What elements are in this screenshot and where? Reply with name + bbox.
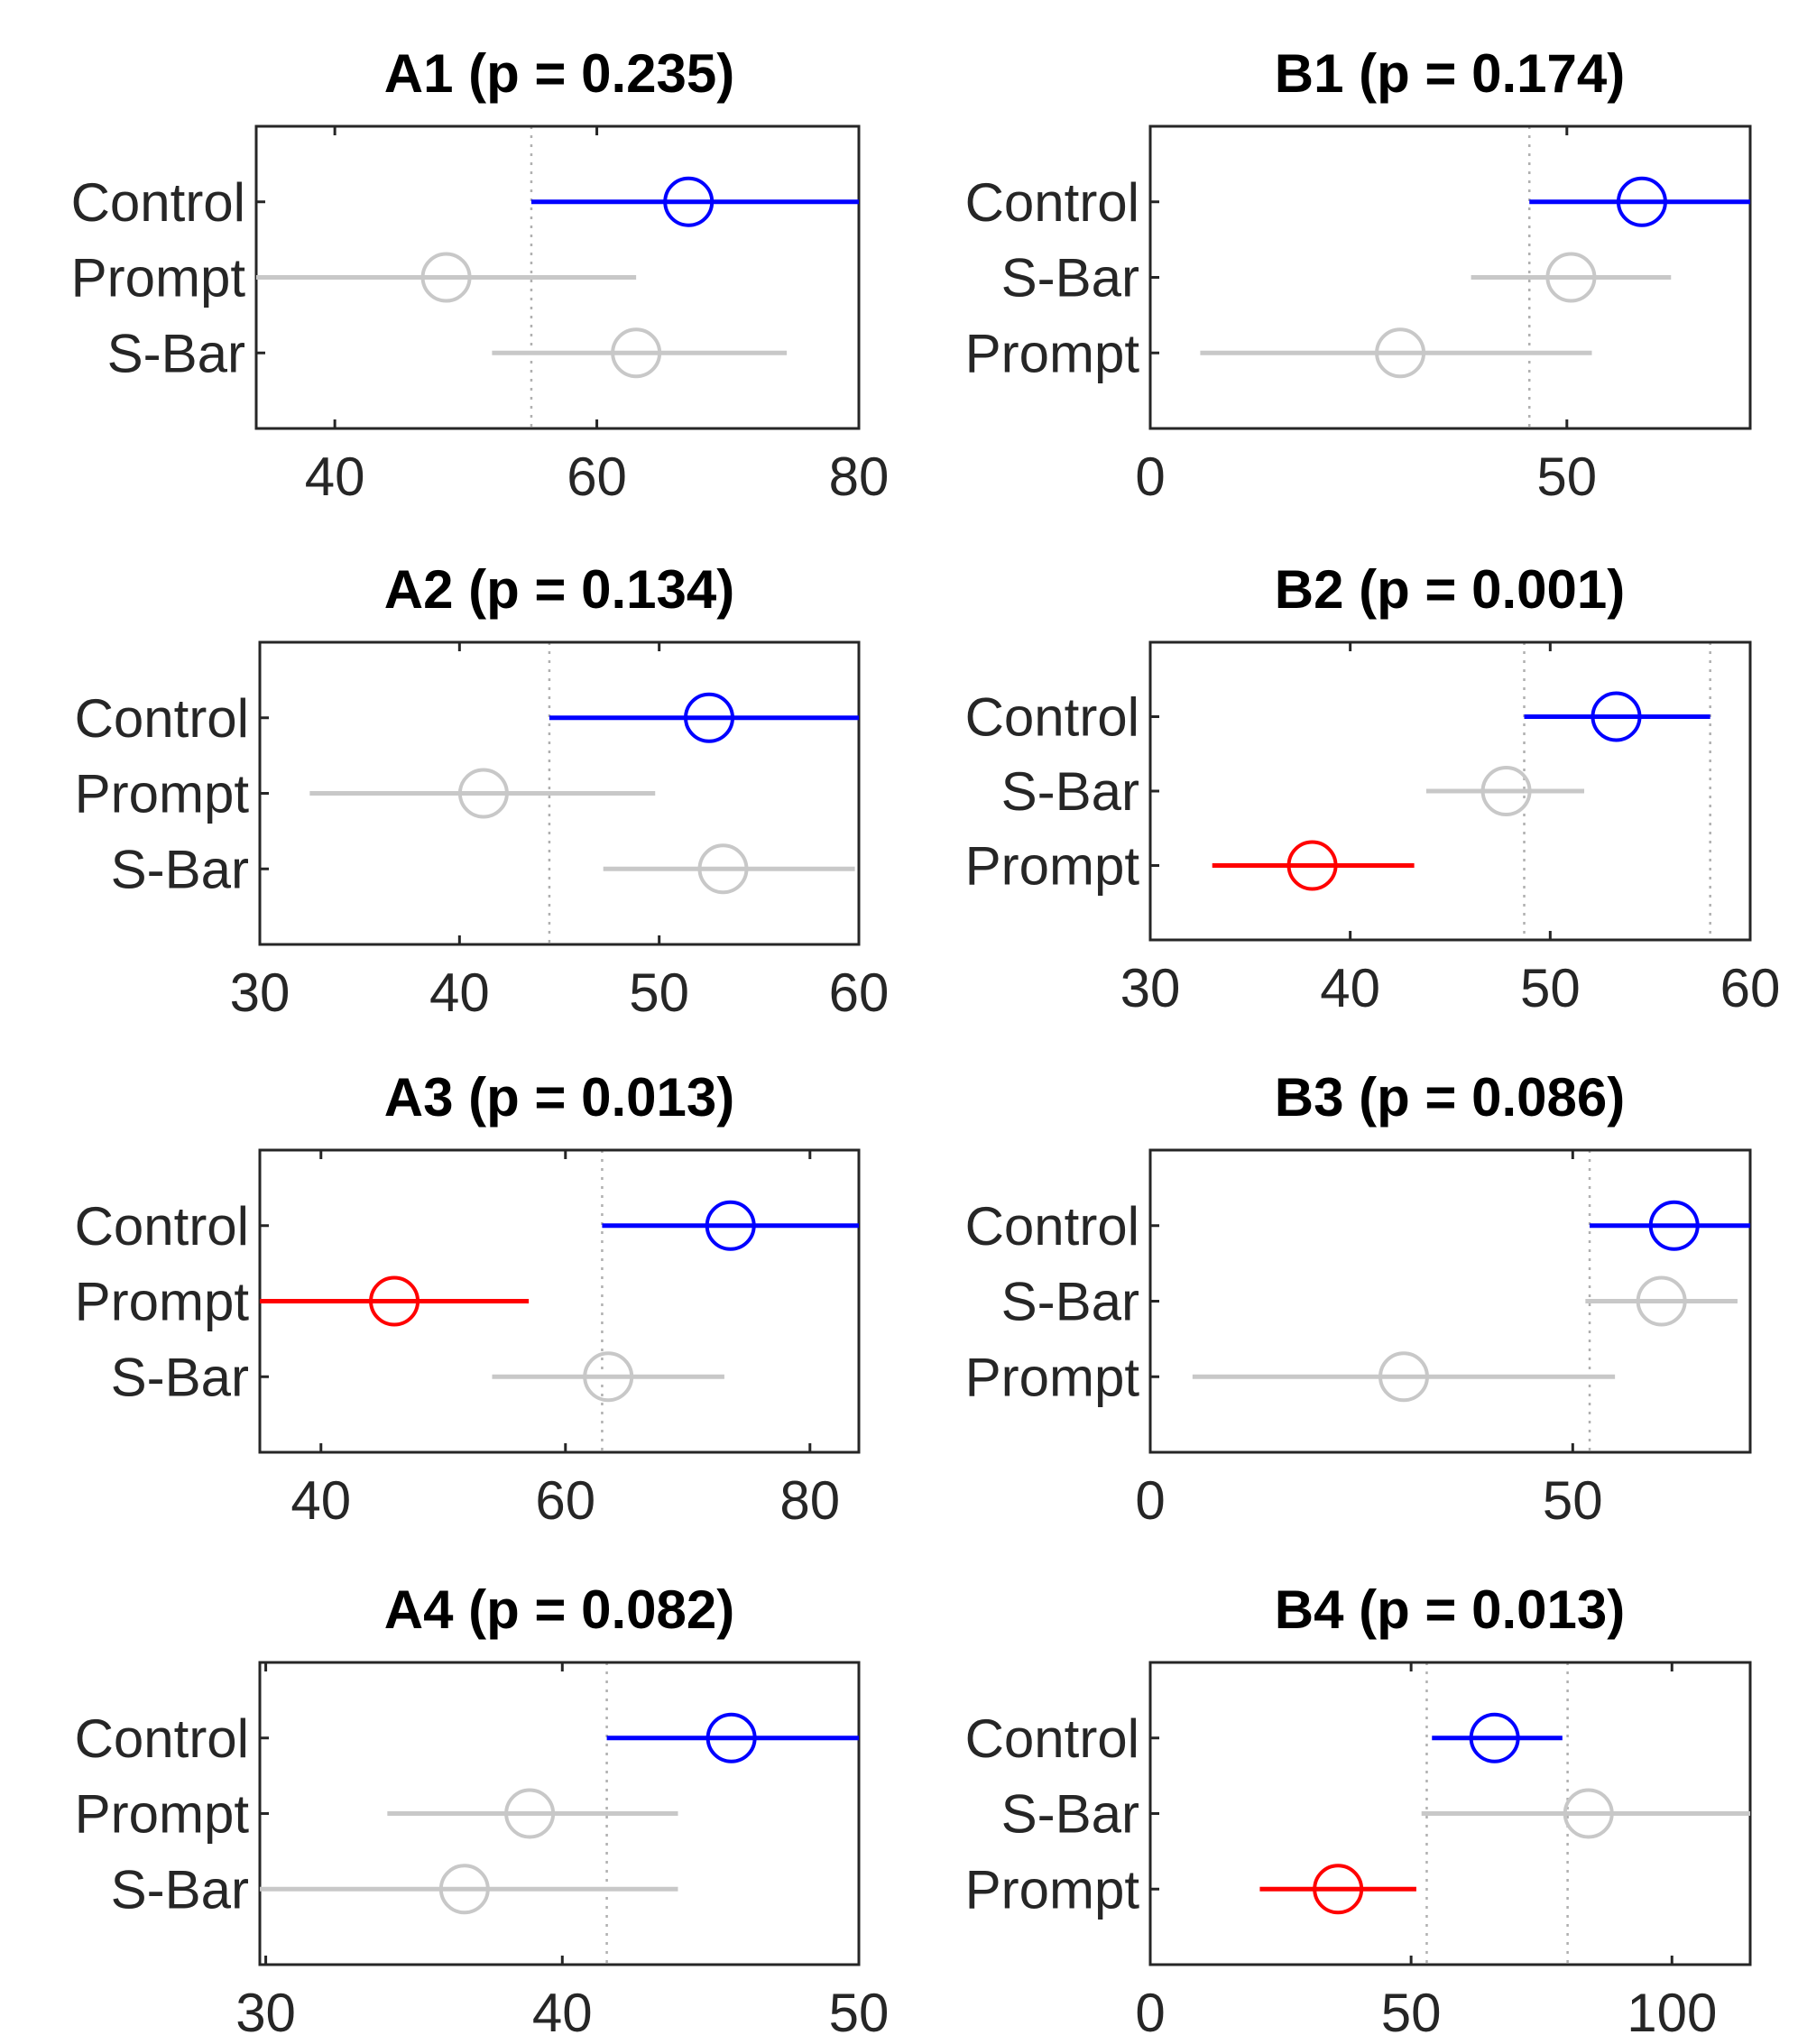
mean-marker-control: [1648, 1200, 1700, 1251]
mean-marker-s-bar: [1636, 1275, 1687, 1327]
mean-marker-prompt: [457, 768, 509, 819]
y-tick-label: Control: [965, 172, 1139, 233]
x-tick-label: 50: [829, 1983, 890, 2043]
x-tick-label: 40: [305, 447, 365, 507]
x-tick-label: 80: [779, 1470, 840, 1531]
y-tick-label: Control: [965, 1708, 1139, 1769]
x-tick-label: 50: [1520, 958, 1581, 1018]
x-tick-label: 60: [567, 447, 627, 507]
mean-marker-control: [1469, 1712, 1520, 1763]
panel-title: A1 (p = 0.235): [384, 43, 735, 104]
x-tick-label: 0: [1135, 1470, 1165, 1531]
x-tick-label: 50: [1536, 447, 1597, 507]
panel-title: A3 (p = 0.013): [384, 1067, 735, 1128]
x-tick-label: 0: [1135, 1983, 1165, 2043]
mean-marker-control: [705, 1200, 756, 1251]
x-tick-label: 40: [429, 962, 490, 1023]
panel-title: B1 (p = 0.174): [1275, 43, 1626, 104]
panel-a4: A4 (p = 0.082) 30 40 50 Control Prompt S-Bar: [75, 1579, 890, 2043]
mean-marker-s-bar: [697, 843, 749, 895]
panel-b4: B4 (p = 0.013) 0 50 100 Control S-Bar Prompt: [965, 1579, 1752, 2043]
y-tick-label: Control: [75, 1708, 249, 1769]
y-tick-label: S-Bar: [1001, 248, 1139, 308]
y-tick-label: Prompt: [75, 1272, 250, 1332]
mean-marker-s-bar: [611, 327, 662, 379]
y-tick-label: Prompt: [965, 836, 1140, 897]
panel-title: A4 (p = 0.082): [384, 1579, 735, 1640]
mean-marker-prompt: [1378, 1351, 1429, 1403]
y-tick-label: S-Bar: [111, 1347, 249, 1407]
panel-b2: B2 (p = 0.001) 30 40 50 60 Control S-Bar Prompt: [965, 559, 1781, 1018]
x-tick-label: 50: [1543, 1470, 1603, 1531]
mean-marker-s-bar: [1563, 1788, 1614, 1839]
x-tick-label: 60: [829, 962, 890, 1023]
y-tick-label: Prompt: [75, 764, 250, 824]
mean-marker-control: [684, 692, 734, 743]
x-tick-label: 80: [829, 447, 890, 507]
mean-marker-prompt: [369, 1275, 420, 1327]
panel-title: B3 (p = 0.086): [1275, 1067, 1626, 1128]
y-tick-label: Control: [75, 1196, 249, 1257]
y-tick-label: Control: [965, 1196, 1139, 1257]
x-tick-label: 60: [535, 1470, 595, 1531]
mean-marker-s-bar: [583, 1351, 634, 1403]
y-tick-label: Prompt: [965, 1347, 1140, 1407]
mean-marker-s-bar: [438, 1864, 490, 1915]
x-tick-label: 30: [235, 1983, 296, 2043]
y-tick-label: S-Bar: [1001, 1784, 1139, 1845]
panel-title: A2 (p = 0.134): [384, 559, 735, 620]
panel-a3: A3 (p = 0.013) 40 60 80 Control Prompt S-Bar: [75, 1067, 861, 1531]
mean-marker-prompt: [1313, 1864, 1364, 1915]
panel-b3: B3 (p = 0.086) 0 50 Control S-Bar Prompt: [965, 1067, 1752, 1531]
x-tick-label: 40: [532, 1983, 593, 2043]
x-tick-label: 0: [1135, 447, 1165, 507]
panel-title: B4 (p = 0.013): [1275, 1579, 1626, 1640]
y-tick-label: Prompt: [965, 323, 1140, 383]
x-tick-label: 100: [1627, 1983, 1717, 2043]
x-tick-label: 60: [1720, 958, 1781, 1018]
mean-marker-prompt: [420, 252, 472, 303]
y-tick-label: S-Bar: [1001, 761, 1139, 822]
mean-marker-s-bar: [1545, 252, 1597, 303]
mean-marker-prompt: [1286, 840, 1338, 891]
y-tick-label: S-Bar: [111, 1859, 249, 1920]
mean-marker-prompt: [1375, 327, 1426, 379]
mean-marker-control: [1616, 176, 1667, 227]
y-tick-label: Control: [965, 687, 1139, 748]
y-tick-label: Control: [71, 172, 245, 233]
x-tick-label: 50: [629, 962, 689, 1023]
y-tick-label: Control: [75, 688, 249, 749]
y-tick-label: Prompt: [75, 1784, 250, 1845]
mean-marker-control: [705, 1712, 757, 1763]
x-tick-label: 50: [1381, 1983, 1442, 2043]
y-tick-label: Prompt: [71, 248, 246, 308]
panel-a2: A2 (p = 0.134) 30 40 50 60 Control Prompt S-Bar: [75, 559, 890, 1023]
x-tick-label: 40: [1320, 958, 1380, 1018]
mean-marker-control: [663, 176, 715, 227]
panel-a1: A1 (p = 0.235) 40 60 80 Control Prompt S-Bar: [71, 43, 890, 507]
y-tick-label: S-Bar: [1001, 1272, 1139, 1332]
mean-marker-s-bar: [1480, 766, 1532, 816]
x-tick-label: 30: [1120, 958, 1181, 1018]
y-tick-label: S-Bar: [111, 839, 249, 899]
x-tick-label: 30: [230, 962, 290, 1023]
panel-title: B2 (p = 0.001): [1275, 559, 1626, 620]
y-tick-label: S-Bar: [107, 323, 245, 383]
mean-marker-control: [1591, 691, 1642, 742]
panel-b1: B1 (p = 0.174) 0 50 Control S-Bar Prompt: [965, 43, 1752, 507]
mean-marker-prompt: [504, 1788, 556, 1839]
y-tick-label: Prompt: [965, 1859, 1140, 1920]
x-tick-label: 40: [290, 1470, 351, 1531]
